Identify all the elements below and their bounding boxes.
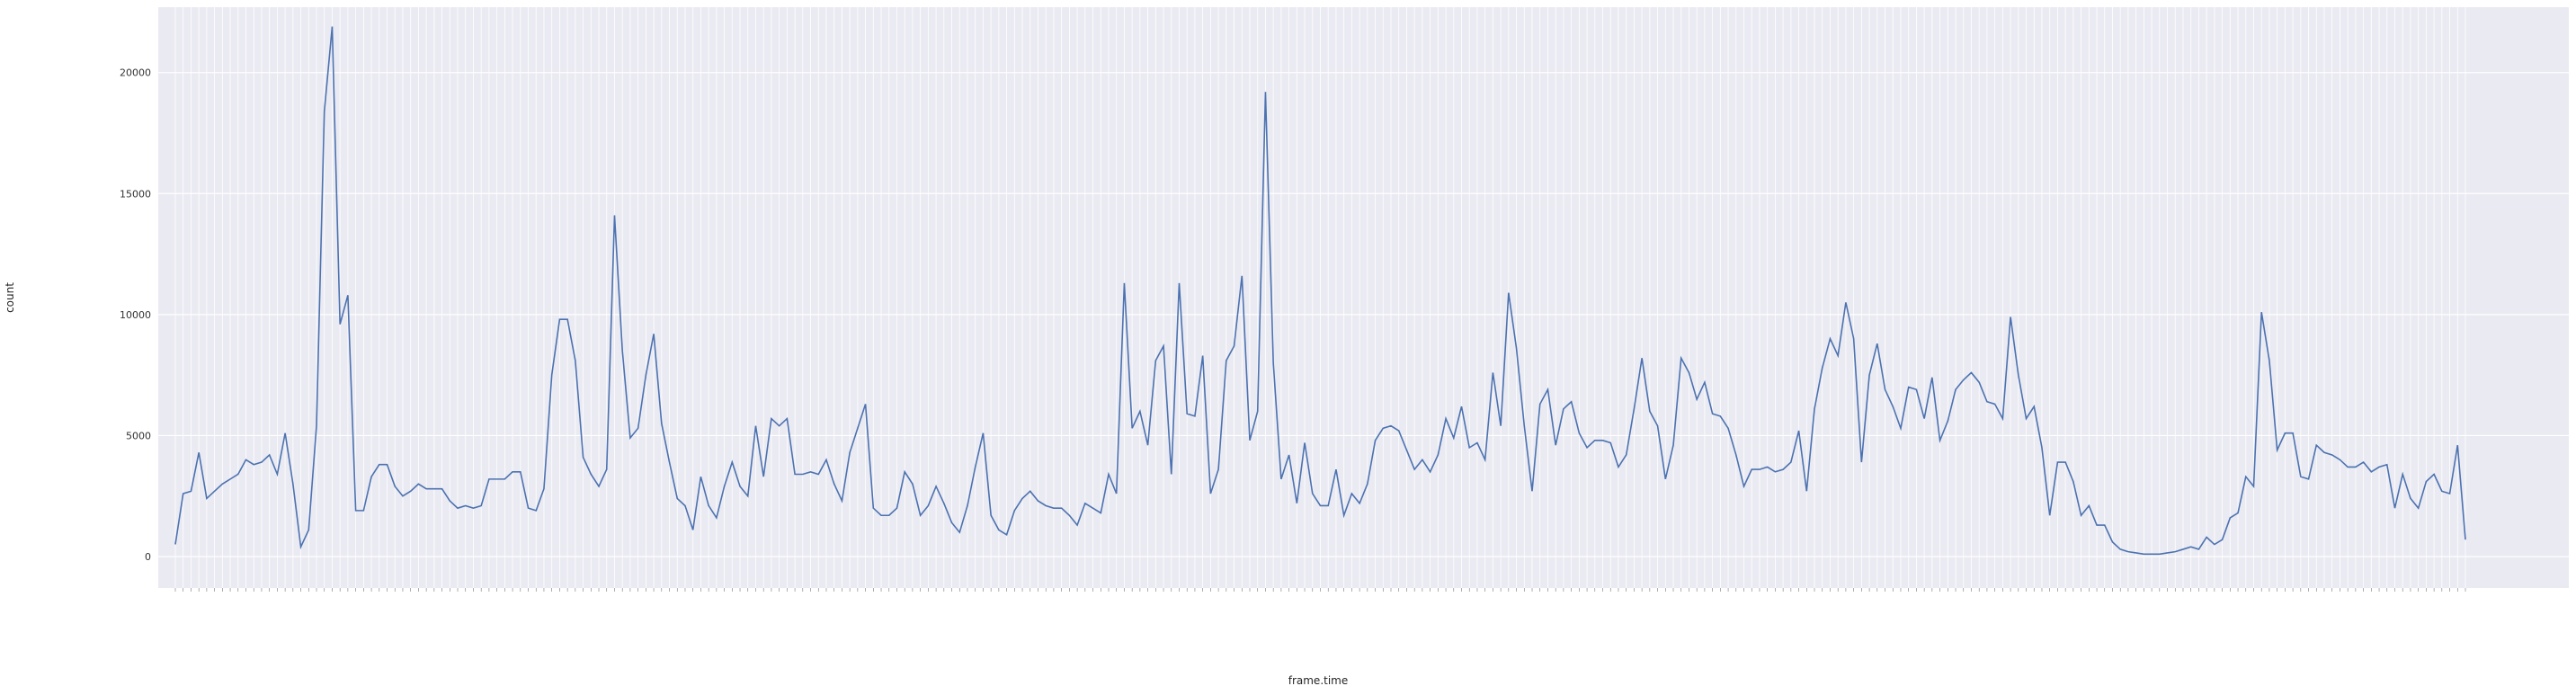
y-axis-label: count: [4, 282, 16, 313]
y-tick-label: 20000: [120, 67, 151, 79]
y-tick-label: 0: [145, 551, 151, 563]
y-tick-label: 5000: [126, 430, 151, 441]
y-tick-labels: 0 5000 10000 15000 20000: [120, 67, 151, 563]
y-tick-label: 15000: [120, 188, 151, 200]
x-gridlines: [174, 7, 2466, 588]
y-tick-label: 10000: [120, 309, 151, 321]
x-tick-marks: [174, 588, 2466, 592]
x-axis-label: frame.time: [1288, 674, 1349, 687]
series-line: [174, 26, 2466, 556]
y-gridlines: [158, 72, 2569, 557]
plot-background: [158, 7, 2569, 588]
